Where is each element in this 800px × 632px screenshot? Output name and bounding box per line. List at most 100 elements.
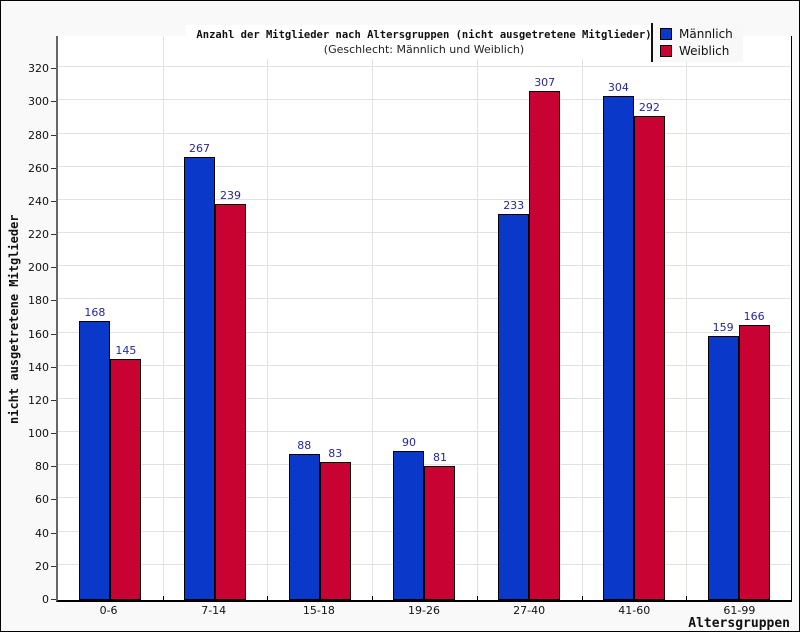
y-tick-mark (51, 599, 56, 600)
bar-wrap: 292 (633, 100, 665, 600)
y-tick-label-280: 280 (28, 128, 49, 142)
legend-item-weiblich: Weiblich (660, 44, 733, 58)
y-tick-label-0: 0 (42, 593, 49, 606)
gridline-y-260 (58, 165, 791, 167)
legend: Männlich Weiblich (651, 23, 743, 62)
x-tick-mark (372, 596, 374, 600)
bar-männlich-61-99 (707, 336, 739, 600)
y-tick-mark (51, 366, 56, 368)
legend-swatch-icon (660, 28, 672, 40)
bar-weiblich-7-14 (215, 203, 247, 600)
gridline-x (162, 36, 164, 600)
y-tick-label-20: 20 (35, 559, 49, 573)
gridline-x (267, 36, 269, 600)
x-category-label-7-14: 7-14 (201, 604, 227, 617)
chart-title-block: Anzahl der Mitglieder nach Altersgruppen… (56, 25, 792, 59)
bar-value-label: 267 (189, 142, 211, 156)
bar-group-27-40: 233 307 (477, 36, 582, 600)
legend-label: Weiblich (679, 44, 730, 58)
y-tick-label-120: 120 (28, 393, 49, 407)
bar-value-label: 168 (84, 306, 106, 320)
bar-weiblich-0-6 (110, 359, 142, 600)
bar-value-label: 292 (638, 100, 660, 114)
bar-männlich-41-60 (602, 95, 634, 600)
bar-value-label: 307 (534, 75, 556, 89)
y-tick-label-100: 100 (28, 427, 49, 441)
gridline-y-180 (58, 298, 791, 300)
x-tick-mark (581, 596, 583, 600)
y-tick-mark (51, 499, 56, 501)
gridline-y-220 (58, 232, 791, 234)
bar-group-61-99: 159 166 (686, 36, 791, 600)
bar-wrap: 83 (319, 447, 351, 600)
gridline-x (686, 36, 688, 600)
gridline-y-100 (58, 431, 791, 433)
bar-group-41-60: 304 292 (582, 36, 687, 600)
bar-weiblich-15-18 (319, 462, 351, 600)
y-tick-label-180: 180 (28, 294, 49, 308)
gridline-y-160 (58, 331, 791, 333)
y-tick-label-140: 140 (28, 360, 49, 374)
bar-männlich-7-14 (184, 157, 216, 600)
chart-title: Anzahl der Mitglieder nach Altersgruppen… (196, 29, 652, 41)
y-tick-label-60: 60 (35, 493, 49, 507)
x-category-label-19-26: 19-26 (408, 604, 440, 617)
x-category-label-15-18: 15-18 (302, 604, 335, 617)
bar-weiblich-61-99 (738, 324, 770, 600)
x-axis-category-labels: 0-6 7-14 15-18 19-26 27-40 41-60 61-99 (56, 604, 792, 620)
chart-title-box: Anzahl der Mitglieder nach Altersgruppen… (186, 25, 662, 59)
gridline-y-300 (58, 99, 791, 101)
gridline-y-120 (58, 397, 791, 399)
y-tick-mark (51, 234, 56, 236)
bar-wrap: 159 (707, 321, 739, 600)
gridline-y-280 (58, 132, 791, 134)
y-tick-mark (51, 300, 56, 302)
bar-value-label: 166 (743, 309, 765, 323)
chart-subtitle: (Geschlecht: Männlich und Weiblich) (323, 43, 525, 56)
gridline-y-80 (58, 464, 791, 466)
y-axis-tick-marks (51, 36, 56, 602)
y-tick-mark (51, 68, 56, 70)
bar-group-7-14: 267 239 (163, 36, 268, 600)
y-tick-mark (51, 267, 56, 269)
x-axis-title: Altersgruppen (688, 616, 790, 631)
x-category-label-0-6: 0-6 (99, 604, 118, 617)
bar-wrap: 239 (215, 188, 247, 600)
y-tick-label-80: 80 (35, 460, 49, 474)
y-tick-label-200: 200 (28, 261, 49, 275)
y-tick-mark (51, 333, 56, 335)
y-tick-mark (51, 101, 56, 103)
y-tick-mark (51, 200, 56, 202)
bar-wrap: 88 (288, 439, 320, 600)
bar-wrap: 267 (184, 142, 216, 600)
bar-value-label: 304 (607, 80, 629, 94)
bar-value-label: 83 (328, 447, 343, 461)
bar-value-label: 239 (220, 188, 242, 202)
y-tick-mark (51, 167, 56, 169)
legend-label: Männlich (679, 27, 733, 41)
x-category-label-41-60: 41-60 (618, 604, 651, 617)
bar-wrap: 304 (602, 80, 634, 600)
bar-group-0-6: 168 145 (58, 36, 163, 600)
gridline-y-200 (58, 265, 791, 267)
bar-value-label: 233 (503, 198, 525, 212)
gridline-x (476, 36, 478, 600)
bar-weiblich-27-40 (529, 90, 561, 600)
y-tick-label-240: 240 (28, 194, 49, 208)
gridline-y-320 (58, 66, 791, 68)
y-tick-label-160: 160 (28, 327, 49, 341)
bar-wrap: 168 (79, 306, 111, 600)
bar-wrap: 145 (110, 344, 142, 600)
y-tick-label-300: 300 (28, 95, 49, 109)
y-tick-label-320: 320 (28, 62, 49, 76)
bar-value-label: 88 (297, 439, 312, 453)
x-tick-mark (267, 596, 269, 600)
y-tick-label-220: 220 (28, 228, 49, 242)
y-tick-label-40: 40 (35, 526, 49, 540)
bar-value-label: 81 (432, 450, 447, 464)
bar-weiblich-19-26 (424, 465, 456, 600)
y-tick-mark (51, 399, 56, 401)
bar-wrap: 81 (424, 450, 456, 600)
x-category-label-27-40: 27-40 (513, 604, 546, 617)
